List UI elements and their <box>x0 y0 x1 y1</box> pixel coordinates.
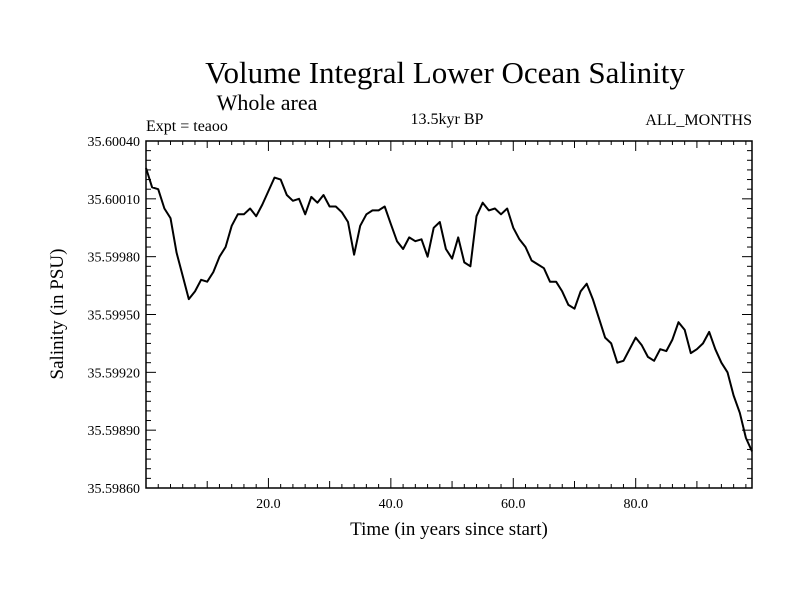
chart-subtitle: Whole area <box>217 90 318 115</box>
chart-title: Volume Integral Lower Ocean Salinity <box>205 55 685 90</box>
axis-ticks <box>146 141 752 488</box>
period-label: 13.5kyr BP <box>411 111 484 128</box>
x-tick-label: 20.0 <box>256 497 281 512</box>
plot-frame <box>145 140 753 489</box>
y-tick-label: 35.59890 <box>88 424 141 439</box>
y-tick-label: 35.59950 <box>88 309 141 324</box>
x-tick-label: 60.0 <box>501 497 526 512</box>
data-series <box>145 167 753 452</box>
y-axis-label: Salinity (in PSU) <box>47 249 68 380</box>
y-tick-label: 35.59860 <box>88 482 141 497</box>
y-tick-label: 35.60040 <box>88 135 141 150</box>
series-line-salinity <box>145 167 753 452</box>
x-tick-label: 40.0 <box>379 497 404 512</box>
x-tick-labels: 20.0 40.0 60.0 80.0 <box>256 497 648 512</box>
y-tick-labels: 35.59860 35.59890 35.59920 35.59950 35.59980… <box>88 135 141 497</box>
y-tick-label: 35.59920 <box>88 366 141 381</box>
experiment-label: Expt = teaoo <box>146 118 228 135</box>
y-tick-label: 35.60010 <box>88 193 141 208</box>
months-label: ALL_MONTHS <box>645 112 752 129</box>
y-tick-label: 35.59980 <box>88 251 141 266</box>
x-tick-label: 80.0 <box>623 497 648 512</box>
x-axis-label: Time (in years since start) <box>350 519 548 540</box>
